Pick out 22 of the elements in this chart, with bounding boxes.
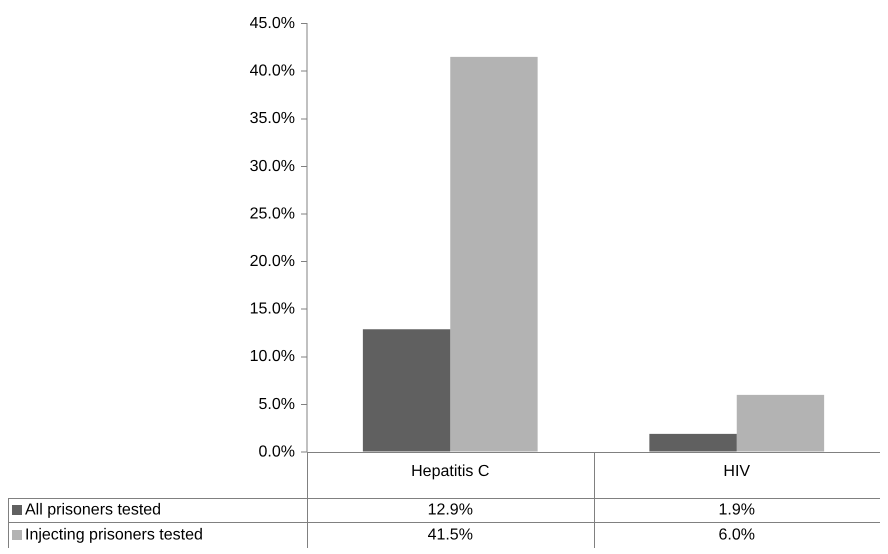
data-label: 41.5% (428, 526, 473, 544)
bar (450, 56, 538, 452)
legend-label: All prisoners tested (25, 501, 162, 518)
y-tick-label: 45.0% (250, 15, 295, 32)
data-label: 1.9% (718, 501, 755, 518)
bar (362, 329, 450, 452)
y-tick-label: 35.0% (250, 110, 295, 128)
bar (736, 394, 824, 452)
y-tick-label: 40.0% (250, 62, 295, 80)
y-tick-label: 25.0% (250, 205, 295, 222)
data-label: 12.9% (428, 501, 473, 518)
x-tick-label: HIV (723, 463, 750, 480)
data-label: 6.0% (718, 526, 755, 544)
y-tick-label: 30.0% (250, 158, 295, 175)
x-tick-label: Hepatitis C (411, 463, 490, 480)
bar (649, 434, 737, 452)
y-tick-label: 0.0% (258, 443, 295, 460)
y-tick-label: 20.0% (250, 253, 295, 270)
y-tick-label: 15.0% (250, 300, 295, 318)
y-tick-label: 5.0% (258, 396, 295, 413)
y-tick-label: 10.0% (250, 348, 295, 366)
legend-label: Injecting prisoners tested (25, 526, 203, 544)
